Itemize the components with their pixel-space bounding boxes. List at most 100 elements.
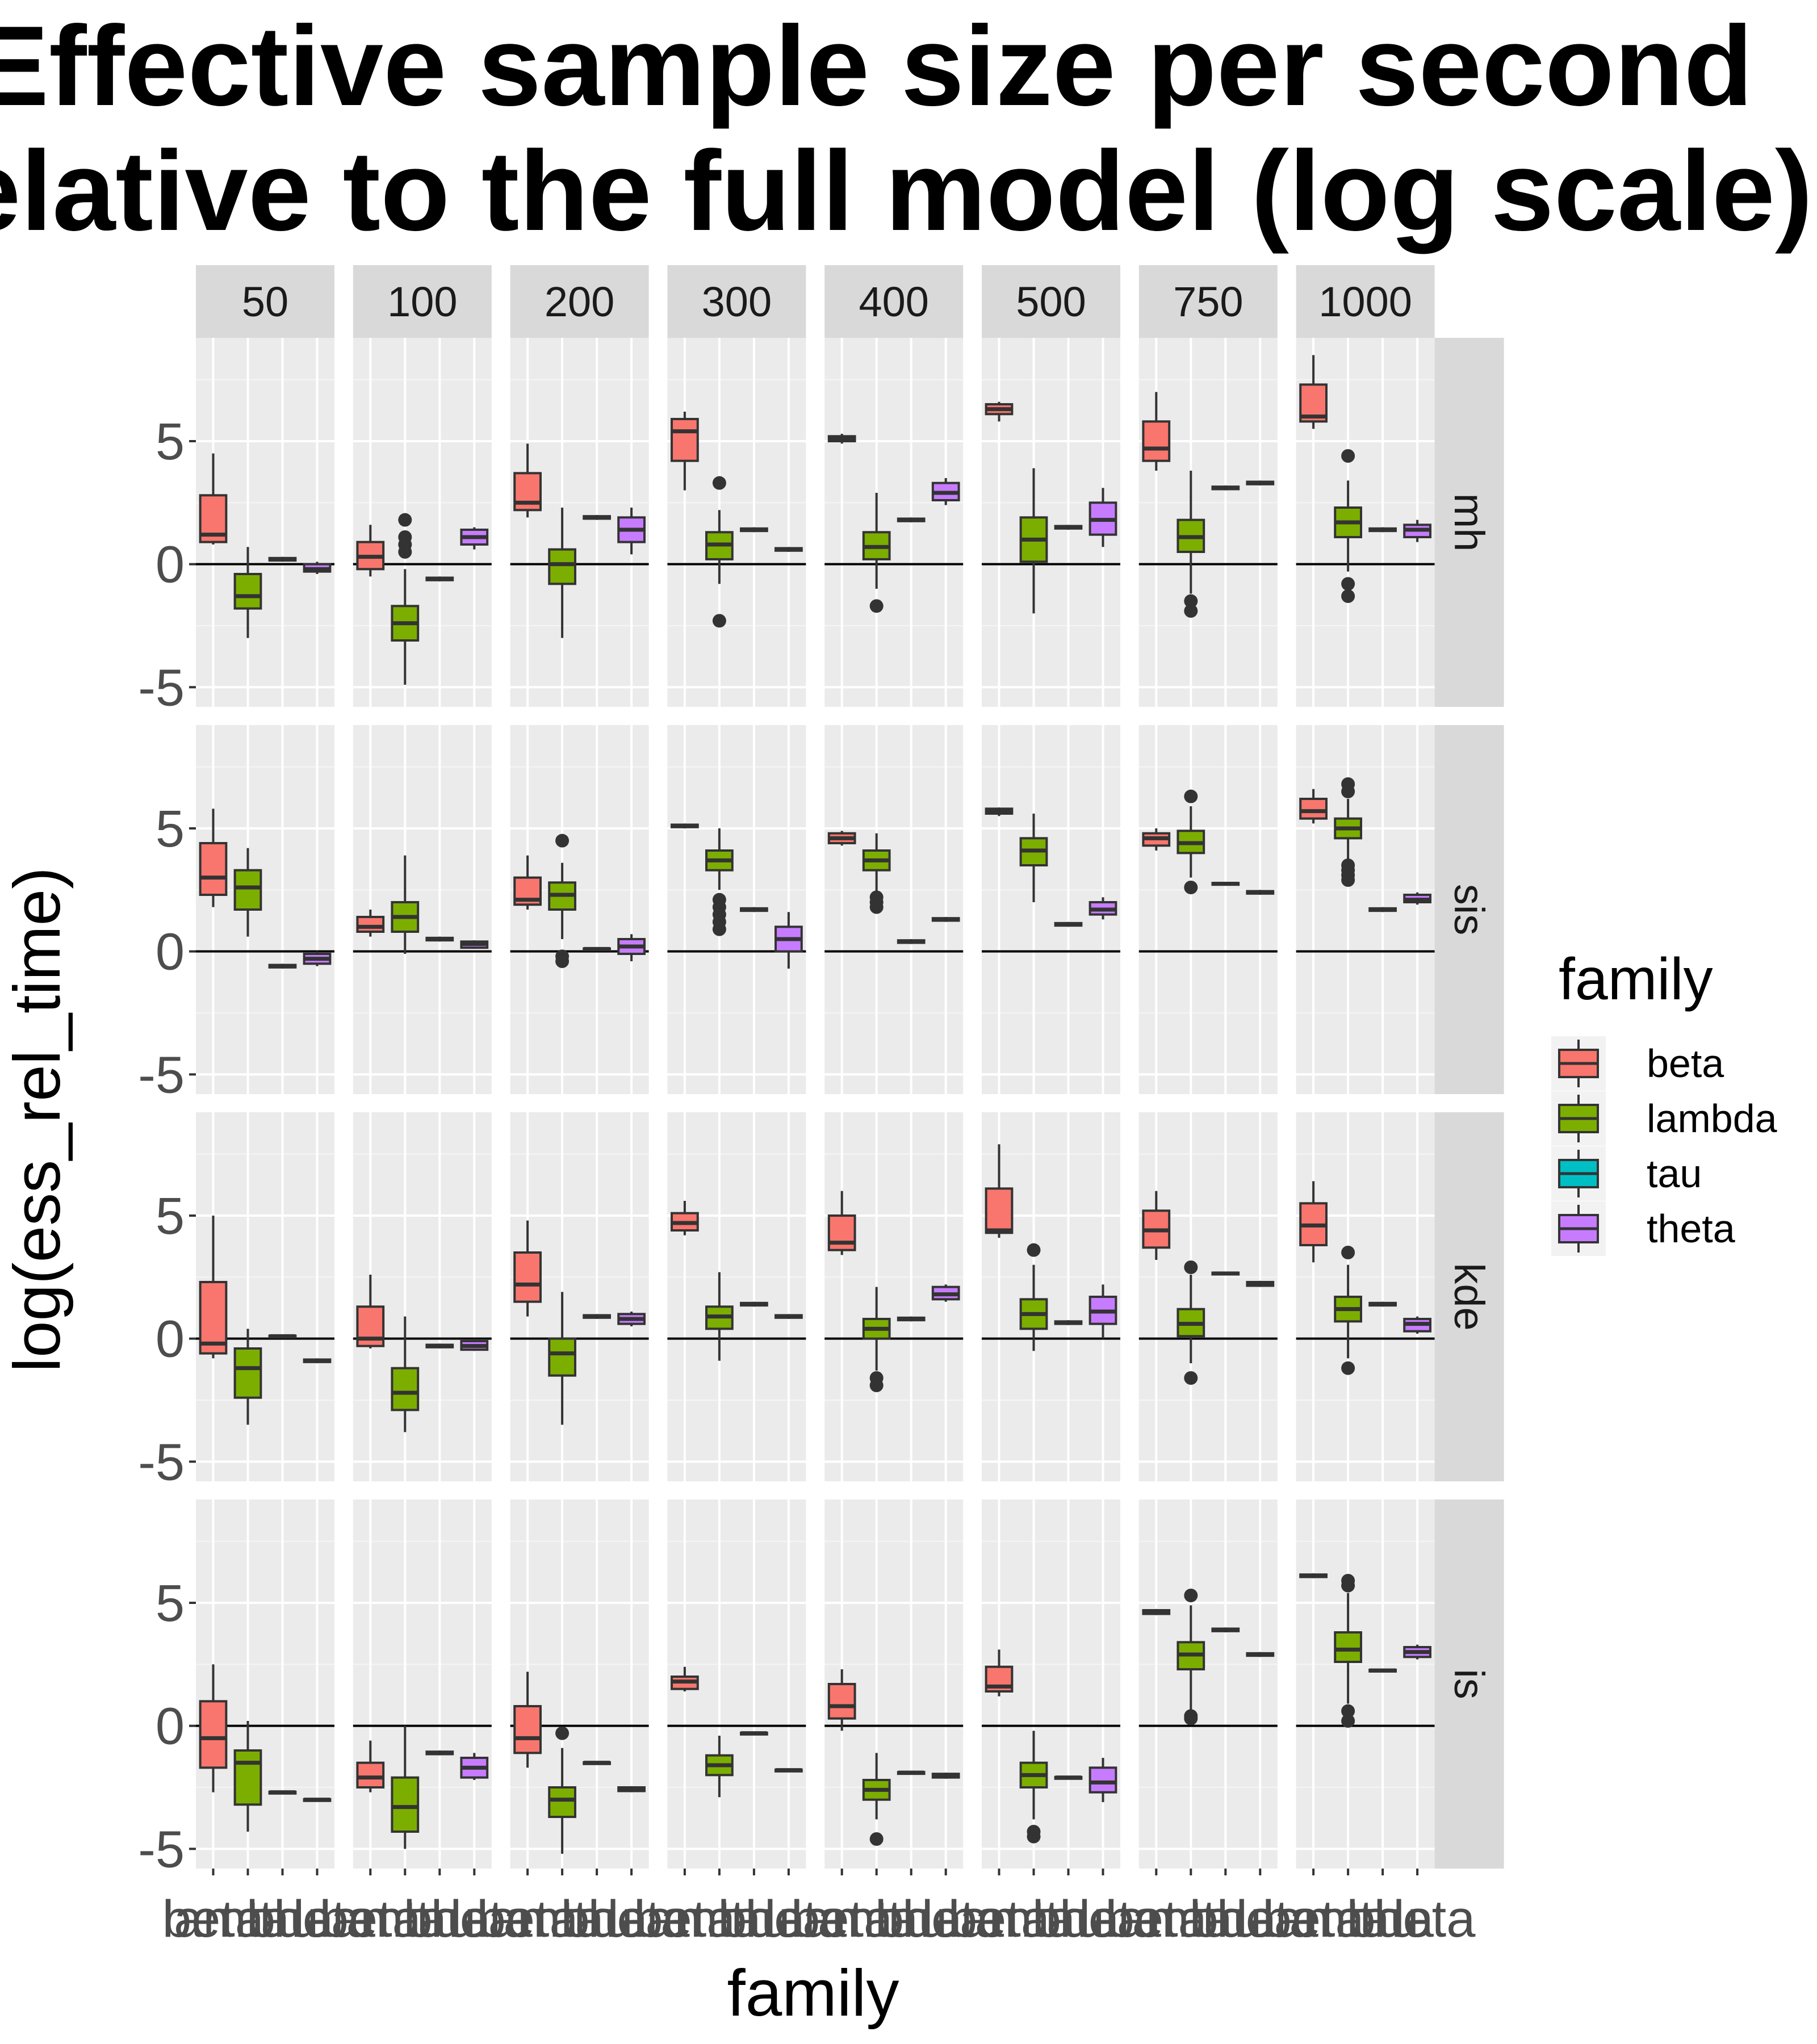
y-tick-label: 5 xyxy=(156,800,185,858)
panel-background xyxy=(824,338,964,707)
legend-title: family xyxy=(1559,946,1713,1012)
box-theta xyxy=(774,912,803,969)
box-body xyxy=(548,548,576,585)
box-theta xyxy=(303,951,332,966)
box-beta xyxy=(356,910,385,937)
box-tau xyxy=(583,946,611,952)
y-tick-label: 5 xyxy=(156,413,185,471)
box-lambda xyxy=(862,1753,891,1846)
box-beta xyxy=(671,412,699,491)
outlier-point xyxy=(1341,589,1355,603)
box-beta xyxy=(827,1191,856,1255)
box-body xyxy=(233,869,262,911)
panel-is-300 xyxy=(667,1500,806,1869)
outlier-point xyxy=(712,922,726,936)
box-beta xyxy=(356,1275,385,1348)
box-tau xyxy=(268,1334,297,1339)
box-theta xyxy=(1246,480,1275,485)
x-tick-label: tau xyxy=(246,1890,319,1948)
panel-sis-200 xyxy=(510,725,649,1094)
box-tau xyxy=(1054,1320,1083,1325)
col-strip-label: 200 xyxy=(545,278,614,325)
x-tick-label: theta xyxy=(1045,1890,1161,1948)
x-tick-label: lambda xyxy=(162,1890,334,1948)
box-beta xyxy=(513,1220,542,1317)
col-strip-label: 500 xyxy=(1016,278,1086,325)
y-tick-label: 5 xyxy=(156,1574,185,1632)
box-body xyxy=(356,1761,385,1789)
box-lambda xyxy=(391,1316,420,1433)
box-beta xyxy=(1142,1191,1171,1260)
box-beta xyxy=(671,1666,699,1691)
box-beta xyxy=(1142,1609,1171,1615)
panel-sis-500 xyxy=(982,725,1120,1094)
panel-mh-750 xyxy=(1138,338,1278,707)
box-tau xyxy=(740,1731,768,1736)
panel-kde-50 xyxy=(196,1112,334,1481)
y-tick-label: 0 xyxy=(156,923,185,981)
box-body xyxy=(199,1700,228,1769)
box-tau xyxy=(1054,922,1083,927)
row-strip-kde xyxy=(1434,1112,1504,1481)
panel-kde-750 xyxy=(1138,1112,1278,1481)
panel-is-750 xyxy=(1138,1500,1278,1869)
box-lambda xyxy=(1177,789,1205,894)
box-body xyxy=(1088,1766,1117,1794)
outlier-point xyxy=(1027,1243,1041,1257)
outlier-point xyxy=(1341,449,1355,463)
panel-background xyxy=(1138,1112,1278,1481)
box-theta xyxy=(931,1284,960,1302)
box-theta xyxy=(460,527,489,550)
col-strip-label: 400 xyxy=(859,278,928,325)
box-body xyxy=(827,1683,856,1720)
box-body xyxy=(1334,1631,1362,1663)
outlier-point xyxy=(712,614,726,628)
outlier-point xyxy=(1027,1829,1041,1844)
box-theta xyxy=(1403,1644,1431,1660)
y-tick-label: 0 xyxy=(156,536,185,594)
col-strip-50 xyxy=(196,265,334,338)
x-tick-label: theta xyxy=(1202,1890,1318,1948)
panel-sis-300 xyxy=(667,725,806,1094)
panel-background xyxy=(1296,725,1435,1094)
box-tau xyxy=(740,527,768,533)
legend: family beta lambda tau theta xyxy=(1551,946,1777,1256)
box-tau xyxy=(1211,485,1240,491)
outlier-point xyxy=(398,513,412,527)
x-tick-label: beta xyxy=(1106,1890,1208,1948)
box-beta xyxy=(199,1664,228,1792)
x-tick-label: tau xyxy=(1032,1890,1105,1948)
box-tau xyxy=(583,1761,611,1765)
x-tick-label: lambda xyxy=(1105,1890,1277,1948)
row-strip-label: sis xyxy=(1446,884,1493,935)
x-tick-label: tau xyxy=(1189,1890,1262,1948)
box-lambda xyxy=(1334,777,1362,887)
box-lambda xyxy=(705,1272,734,1361)
outlier-point xyxy=(869,599,884,613)
box-tau xyxy=(1368,1301,1397,1307)
outlier-point xyxy=(1341,577,1355,591)
box-tau xyxy=(268,556,297,562)
box-lambda xyxy=(548,508,576,638)
legend-label: tau xyxy=(1647,1151,1702,1196)
box-theta xyxy=(617,508,646,555)
box-beta xyxy=(1299,1573,1328,1578)
box-tau xyxy=(897,1770,926,1775)
box-beta xyxy=(985,1144,1014,1238)
outlier-point xyxy=(1184,594,1198,608)
panel-kde-400 xyxy=(824,1112,964,1481)
box-lambda xyxy=(705,828,734,936)
panel-background xyxy=(196,1500,334,1869)
box-tau xyxy=(1368,907,1397,912)
box-lambda xyxy=(705,476,734,628)
box-theta xyxy=(1403,1316,1431,1334)
panel-mh-200 xyxy=(510,338,649,707)
box-body xyxy=(827,1214,856,1251)
box-tau xyxy=(1054,1775,1083,1780)
box-theta xyxy=(460,1338,489,1351)
outlier-point xyxy=(1341,1361,1355,1375)
box-theta xyxy=(460,1753,489,1780)
legend-item-lambda: lambda xyxy=(1551,1091,1777,1146)
x-axis: betalambdatauthetabetalambdatauthetabeta… xyxy=(162,1869,1476,1948)
legend-item-tau: tau xyxy=(1551,1146,1702,1201)
